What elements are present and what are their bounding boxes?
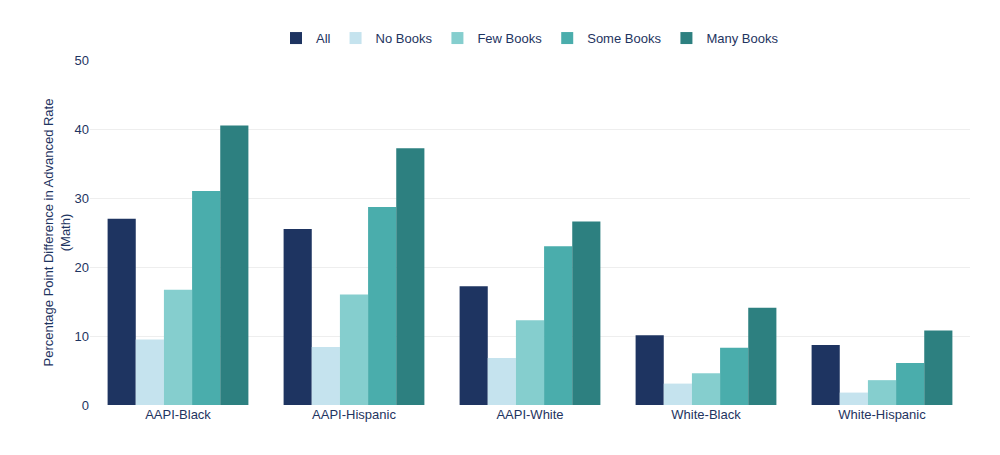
- svg-text:No Books: No Books: [376, 31, 433, 46]
- svg-text:AAPI-Black: AAPI-Black: [145, 407, 211, 422]
- svg-text:AAPI-White: AAPI-White: [496, 407, 563, 422]
- svg-text:40: 40: [75, 122, 89, 137]
- svg-text:30: 30: [75, 191, 89, 206]
- svg-text:AAPI-Hispanic: AAPI-Hispanic: [312, 407, 396, 422]
- svg-text:Some Books: Some Books: [587, 31, 661, 46]
- svg-text:Few Books: Few Books: [477, 31, 542, 46]
- svg-text:10: 10: [75, 329, 89, 344]
- svg-text:All: All: [316, 31, 331, 46]
- svg-text:Percentage Point Difference in: Percentage Point Difference in Advanced …: [41, 99, 73, 367]
- svg-text:White-Hispanic: White-Hispanic: [838, 407, 926, 422]
- svg-text:20: 20: [75, 260, 89, 275]
- svg-text:0: 0: [82, 398, 89, 413]
- svg-text:White-Black: White-Black: [671, 407, 741, 422]
- svg-text:50: 50: [75, 53, 89, 68]
- svg-text:Many Books: Many Books: [706, 31, 778, 46]
